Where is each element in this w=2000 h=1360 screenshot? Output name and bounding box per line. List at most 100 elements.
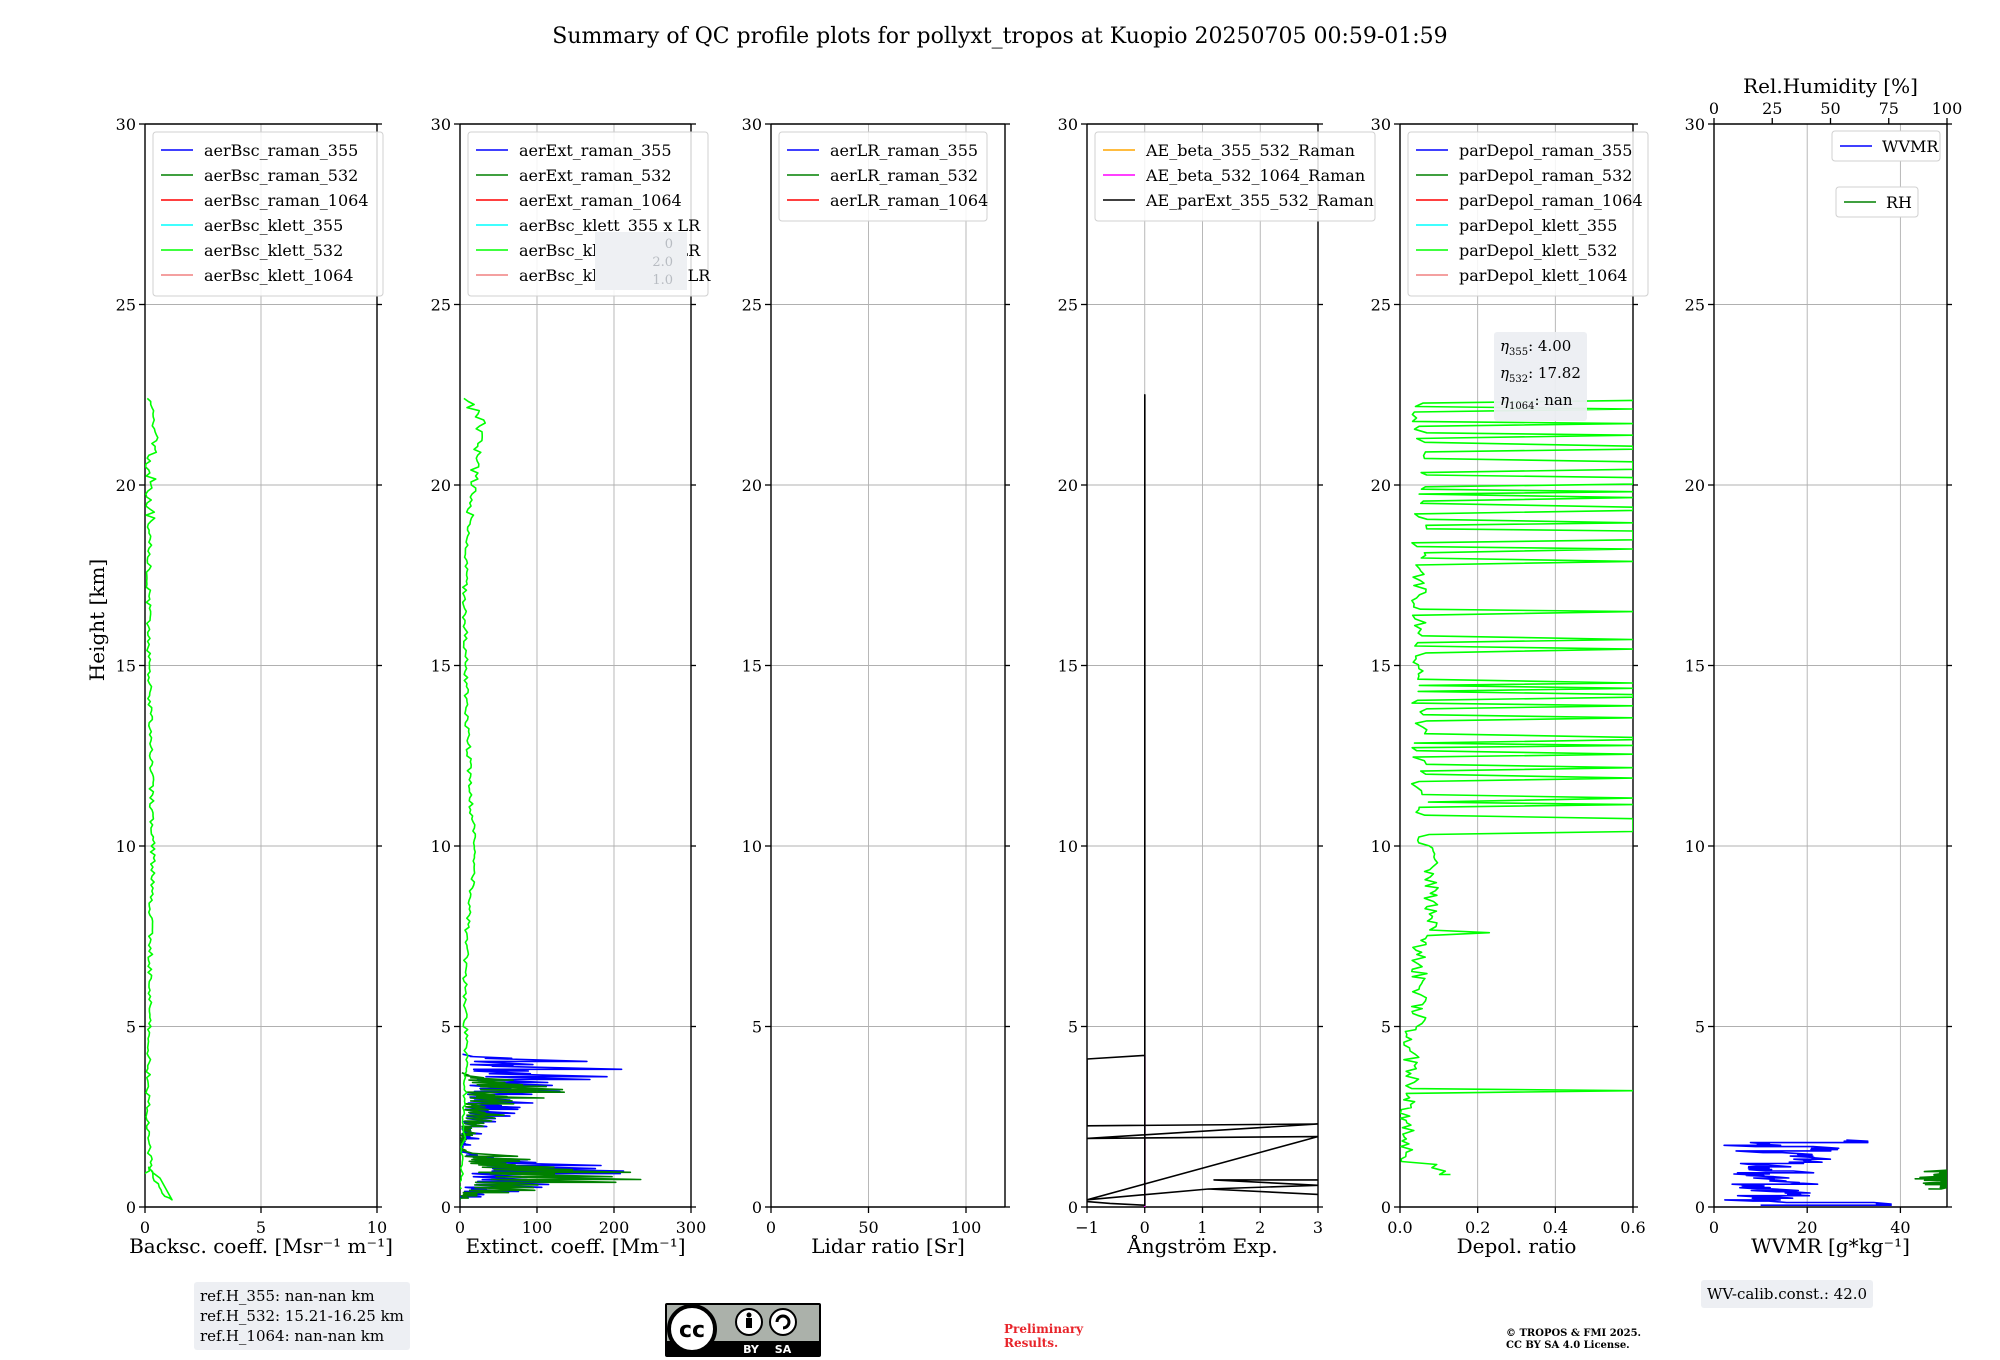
hidden-annotation-text: 0 xyxy=(665,237,673,252)
series-WVMR xyxy=(1723,1139,1892,1206)
y-tick-label: 25 xyxy=(1371,296,1391,315)
y-tick-label: 5 xyxy=(441,1018,451,1037)
y-tick-label: 25 xyxy=(431,296,451,315)
x-tick-label: 5 xyxy=(256,1218,266,1237)
y-tick-label: 15 xyxy=(431,657,451,676)
series-group xyxy=(1400,399,1633,1176)
x-tick-label: 0.4 xyxy=(1543,1218,1568,1237)
series-group xyxy=(460,397,642,1201)
ref-height-532: ref.H_532: 15.21-16.25 km xyxy=(200,1307,404,1325)
x-tick-label: 200 xyxy=(599,1218,630,1237)
x-axis-label: Extinct. coeff. [Mm⁻¹] xyxy=(465,1234,685,1258)
y-axis-label: Height [km] xyxy=(85,559,109,681)
x-tick-label: 300 xyxy=(676,1218,707,1237)
x-tick-label: 0.6 xyxy=(1620,1218,1645,1237)
y-tick-label: 15 xyxy=(1371,657,1391,676)
svg-text:SA: SA xyxy=(775,1343,792,1356)
y-tick-label: 0 xyxy=(752,1198,762,1217)
legend-label: aerLR_raman_355 xyxy=(830,141,978,160)
y-tick-label: 5 xyxy=(126,1018,136,1037)
y-tick-label: 25 xyxy=(1058,296,1078,315)
legend-label: RH xyxy=(1886,193,1912,212)
series-aerBsc_klett_532 x LR xyxy=(460,397,486,1190)
svg-text:cc: cc xyxy=(679,1318,705,1343)
legend-label: parDepol_klett_355 xyxy=(1459,216,1617,235)
y-tick-label: 15 xyxy=(1685,657,1705,676)
x-tick-label: 0.0 xyxy=(1387,1218,1412,1237)
x-tick-label: 40 xyxy=(1890,1218,1910,1237)
x-axis-label: WVMR [g*kg⁻¹] xyxy=(1751,1234,1910,1258)
legend: parDepol_raman_355 parDepol_raman_532 parD… xyxy=(1407,131,1649,297)
ref-height-1064: ref.H_1064: nan-nan km xyxy=(200,1327,385,1345)
legend-label: parDepol_klett_532 xyxy=(1459,241,1617,260)
y-tick-label: 20 xyxy=(742,476,762,495)
legend-label: aerBsc_klett_1064 xyxy=(204,266,353,285)
wv-calib-const: WV-calib.const.: 42.0 xyxy=(1707,1285,1868,1303)
x-axis-label: Depol. ratio xyxy=(1457,1234,1577,1258)
svg-text:BY: BY xyxy=(743,1343,760,1356)
hidden-annotation-text: 1.0 xyxy=(652,273,673,288)
legend-label: aerExt_raman_355 xyxy=(519,141,672,160)
copyright-note: © TROPOS & FMI 2025. CC BY SA 4.0 Licens… xyxy=(1506,1328,1642,1351)
y-tick-label: 20 xyxy=(1058,476,1078,495)
x2-tick-label: 0 xyxy=(1709,99,1719,118)
legend-frame xyxy=(1407,131,1649,297)
y-tick-label: 30 xyxy=(1371,115,1391,134)
y-tick-label: 30 xyxy=(742,115,762,134)
reference-height-box: ref.H_355: nan-nan km ref.H_532: 15.21-1… xyxy=(194,1282,410,1350)
legend-label: aerLR_raman_532 xyxy=(830,166,978,185)
y-tick-label: 10 xyxy=(1371,837,1391,856)
series-group xyxy=(1723,1139,1947,1206)
figure-title: Summary of QC profile plots for pollyxt_… xyxy=(552,24,1447,49)
legend-label: aerExt_raman_1064 xyxy=(519,191,682,210)
legend-label: aerBsc_raman_532 xyxy=(204,166,358,185)
series-RH xyxy=(1914,1169,1947,1190)
y-tick-label: 25 xyxy=(742,296,762,315)
y-tick-label: 5 xyxy=(1695,1018,1705,1037)
x-tick-label: 50 xyxy=(858,1218,878,1237)
x-tick-label: 0 xyxy=(455,1218,465,1237)
x-tick-label: 3 xyxy=(1313,1218,1323,1237)
x2-tick-label: 100 xyxy=(1932,99,1963,118)
legend-frame xyxy=(1094,131,1376,222)
series-group xyxy=(1087,394,1318,1207)
y-tick-label: 5 xyxy=(1068,1018,1078,1037)
x-tick-label: −1 xyxy=(1075,1218,1099,1237)
x-tick-label: 0 xyxy=(140,1218,150,1237)
y-tick-label: 0 xyxy=(1381,1198,1391,1217)
y-tick-label: 0 xyxy=(1068,1198,1078,1217)
legend-label: AE_parExt_355_532_Raman xyxy=(1145,191,1374,210)
legend: WVMR RH xyxy=(1831,130,1941,218)
legend: AE_beta_355_532_Raman AE_beta_532_1064_Ra… xyxy=(1094,131,1376,222)
y-tick-label: 30 xyxy=(1058,115,1078,134)
legend-label: aerLR_raman_1064 xyxy=(830,191,988,210)
legend-label: aerExt_raman_532 xyxy=(519,166,672,185)
y-tick-label: 0 xyxy=(1695,1198,1705,1217)
y-tick-label: 10 xyxy=(431,837,451,856)
y-tick-label: 10 xyxy=(116,837,136,856)
y-tick-label: 15 xyxy=(1058,657,1078,676)
legend-label: parDepol_raman_355 xyxy=(1459,141,1632,160)
legend-label: parDepol_raman_1064 xyxy=(1459,191,1643,210)
series-group xyxy=(145,397,173,1201)
x-tick-label: 0 xyxy=(1140,1218,1150,1237)
legend-label: parDepol_klett_1064 xyxy=(1459,266,1628,285)
y-tick-label: 20 xyxy=(431,476,451,495)
series-parDepol_klett_532 xyxy=(1400,399,1633,1176)
legend-frame-wvmr xyxy=(1831,130,1941,162)
x-tick-label: 100 xyxy=(951,1218,982,1237)
x-tick-label: 2 xyxy=(1255,1218,1265,1237)
x-tick-label: 0 xyxy=(1709,1218,1719,1237)
legend-frame xyxy=(152,131,384,297)
legend: aerBsc_raman_355 aerBsc_raman_532 aerBsc_r… xyxy=(152,131,384,297)
x-axis-label: Ångström Exp. xyxy=(1126,1233,1277,1258)
y-tick-label: 20 xyxy=(1371,476,1391,495)
legend-label: AE_beta_532_1064_Raman xyxy=(1145,166,1365,185)
legend-label: parDepol_raman_532 xyxy=(1459,166,1632,185)
y-tick-label: 0 xyxy=(126,1198,136,1217)
y-tick-label: 20 xyxy=(1685,476,1705,495)
